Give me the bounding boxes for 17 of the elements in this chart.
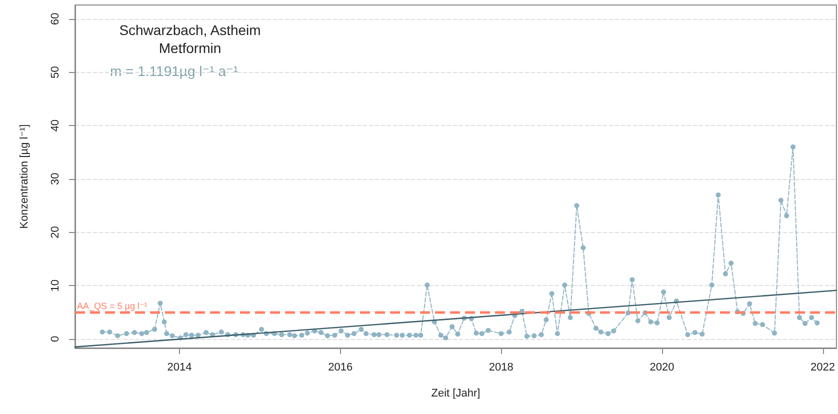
x-tick-label: 2014 (167, 362, 192, 374)
text: Schwarzbach, Astheim (119, 22, 261, 38)
y-tick-label: 50 (50, 66, 62, 78)
x-tick-label: 2016 (328, 362, 353, 374)
x-tick-label: 2018 (488, 362, 514, 374)
text: Metformin (158, 40, 222, 56)
y-tick-label: 20 (50, 226, 62, 238)
y-tick-label: 0 (50, 336, 62, 342)
y-tick-label: 40 (50, 119, 62, 132)
x-tick-label: 2022 (810, 362, 836, 374)
y-tick-label: 10 (50, 279, 62, 292)
ref-line-label: AA_QS = 5 µg l⁻¹ (77, 300, 148, 311)
x-tick-label: 2020 (650, 362, 674, 374)
y-axis-title: Konzentration [µg l⁻¹] (18, 124, 30, 229)
x-axis-title: Zeit [Jahr] (431, 388, 480, 400)
y-tick-label: 30 (50, 172, 62, 186)
y-tick-label: 60 (50, 12, 62, 25)
